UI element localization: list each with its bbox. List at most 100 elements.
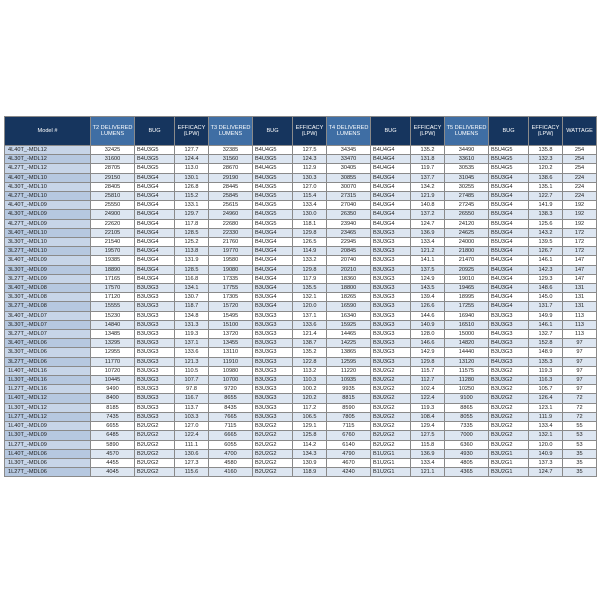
- t3-efficacy-cell: 135.2: [292, 347, 327, 358]
- table-row: 1L27T_-MDL12 7435 B3U3G3 103.3 7665 B3U3G3 106…: [4, 411, 597, 423]
- t2-efficacy-cell: 115.2: [174, 191, 209, 202]
- t4-bug-cell: B3U3G3: [370, 292, 411, 303]
- t5-lumens-cell: 27245: [444, 200, 489, 211]
- t5-bug-cell: B5U3G4: [488, 172, 529, 183]
- t3-bug-cell: B4U3G5: [252, 181, 293, 193]
- t2-efficacy-cell: 103.3: [174, 411, 209, 423]
- t4-efficacy-header: EFFICACY (LPW): [410, 116, 445, 146]
- t2-bug-cell: B4U3G4: [134, 255, 175, 266]
- t5-efficacy-cell: 142.3: [528, 264, 563, 275]
- t5-bug-cell: B3U2G2: [488, 402, 529, 413]
- table-row: 4L30T_-MDL09 24900 B4U3G4 129.7 24960 B4U3G5 1…: [4, 209, 597, 220]
- t2-bug-cell: B3U3G3: [134, 283, 175, 294]
- t4-lumens-cell: 14225: [326, 338, 371, 349]
- t2-lumens-cell: 15555: [90, 301, 135, 312]
- t2-lumens-cell: 8185: [90, 402, 135, 413]
- table-row: 4L30T_-MDL10 28405 B4U3G4 126.8 28445 B4U3G5 1…: [4, 181, 597, 193]
- wattage-cell: 97: [562, 384, 597, 395]
- t4-lumens-cell: 23465: [326, 227, 371, 239]
- t5-efficacy-cell: 138.3: [528, 209, 563, 220]
- t4-lumens-cell: 33470: [326, 154, 371, 165]
- t3-lumens-cell: 28670: [208, 163, 253, 174]
- wattage-cell: 72: [562, 411, 597, 423]
- t4-efficacy-cell: 135.2: [410, 144, 445, 156]
- t4-efficacy-cell: 127.5: [410, 430, 445, 441]
- t2-lumens-cell: 31600: [90, 154, 135, 165]
- t2-bug-cell: B2U2G2: [134, 457, 175, 469]
- model-cell: 3L27T_-MDL07: [4, 329, 91, 340]
- t5-efficacy-cell: 120.2: [528, 163, 563, 174]
- t5-lumens-cell: 9100: [444, 393, 489, 404]
- t3-bug-cell: B4U3G4: [252, 237, 293, 248]
- t2-efficacy-cell: 116.8: [174, 273, 209, 285]
- t3-lumens-cell: 22330: [208, 227, 253, 239]
- t4-efficacy-cell: 119.7: [410, 163, 445, 174]
- model-cell: 4L40T_-MDL10: [4, 172, 91, 183]
- t5-bug-cell: B5U3G4: [488, 200, 529, 211]
- t2-lumens-cell: 7435: [90, 411, 135, 423]
- table-row: 1L30T_-MDL09 6485 B2U2G2 122.4 6665 B2U2G2 125…: [4, 430, 597, 441]
- wattage-cell: 192: [562, 200, 597, 211]
- t2-lumens-cell: 22620: [90, 218, 135, 229]
- wattage-cell: 131: [562, 283, 597, 294]
- t4-bug-cell: B3U3G3: [370, 338, 411, 349]
- t5-efficacy-cell: 141.9: [528, 200, 563, 211]
- t4-efficacy-cell: 140.8: [410, 200, 445, 211]
- t2-bug-cell: B4U3G5: [134, 144, 175, 156]
- table-row: 4L40T_-MDL09 25550 B4U3G4 133.1 25615 B4U3G5 1…: [4, 200, 597, 211]
- t2-bug-cell: B3U3G3: [134, 310, 175, 321]
- t3-efficacy-cell: 113.2: [292, 365, 327, 377]
- t2-bug-cell: B4U3G4: [134, 200, 175, 211]
- t4-lumens-cell: 20210: [326, 264, 371, 275]
- t2-efficacy-cell: 130.7: [174, 292, 209, 303]
- t3-bug-cell: B3U3G3: [252, 365, 293, 377]
- table-row: 3L27T_-MDL07 13485 B3U3G3 119.3 13720 B3U3G3 1…: [4, 329, 597, 340]
- t2-lumens-cell: 5890: [90, 439, 135, 450]
- t2-bug-header: BUG: [134, 116, 175, 146]
- t3-efficacy-cell: 126.5: [292, 237, 327, 248]
- t5-bug-cell: B3U2G2: [488, 393, 529, 404]
- t5-lumens-cell: 7335: [444, 421, 489, 432]
- t4-lumens-cell: 18800: [326, 283, 371, 294]
- t3-lumens-header: T3 DELIVERED LUMENS: [208, 116, 253, 146]
- t2-efficacy-cell: 127.7: [174, 144, 209, 156]
- t3-lumens-cell: 19580: [208, 255, 253, 266]
- t2-lumens-cell: 25810: [90, 191, 135, 202]
- t5-bug-cell: B5U3G4: [488, 227, 529, 239]
- t3-lumens-cell: 17755: [208, 283, 253, 294]
- t2-efficacy-cell: 129.7: [174, 209, 209, 220]
- model-cell: 4L40T_-MDL12: [4, 144, 91, 156]
- t5-bug-cell: B4U3G3: [488, 356, 529, 367]
- t3-efficacy-cell: 134.3: [292, 448, 327, 459]
- table-row: 3L30T_-MDL09 18890 B4U3G4 128.5 19080 B4U3G4 1…: [4, 264, 597, 275]
- t2-bug-cell: B4U3G4: [134, 246, 175, 257]
- model-cell: 1L27T_-MDL12: [4, 411, 91, 423]
- t4-bug-cell: B3U3G3: [370, 319, 411, 331]
- t4-efficacy-cell: 115.8: [410, 439, 445, 450]
- t2-efficacy-cell: 117.8: [174, 218, 209, 229]
- t5-bug-cell: B3U2G2: [488, 430, 529, 441]
- wattage-cell: 254: [562, 144, 597, 156]
- t2-efficacy-cell: 97.8: [174, 384, 209, 395]
- t3-lumens-cell: 28445: [208, 181, 253, 193]
- t3-efficacy-cell: 110.3: [292, 375, 327, 386]
- t2-bug-cell: B3U3G3: [134, 338, 175, 349]
- t3-efficacy-cell: 129.1: [292, 421, 327, 432]
- t4-efficacy-cell: 144.6: [410, 310, 445, 321]
- t4-efficacy-cell: 136.9: [410, 227, 445, 239]
- model-cell: 1L30T_-MDL16: [4, 375, 91, 386]
- wattage-cell: 172: [562, 227, 597, 239]
- t3-bug-cell: B4U3G5: [252, 154, 293, 165]
- t5-lumens-cell: 24120: [444, 218, 489, 229]
- t5-bug-cell: B3U3G3: [488, 319, 529, 331]
- t5-lumens-cell: 24000: [444, 237, 489, 248]
- t2-bug-cell: B3U3G3: [134, 319, 175, 331]
- table-row: 1L27T_-MDL06 4045 B2U2G2 115.6 4160 B2U2G2 118…: [4, 467, 597, 478]
- t5-lumens-cell: 21470: [444, 255, 489, 266]
- t5-bug-cell: B3U2G1: [488, 448, 529, 459]
- t5-lumens-cell: 16510: [444, 319, 489, 331]
- t4-lumens-cell: 16590: [326, 301, 371, 312]
- t5-bug-cell: B3U3G3: [488, 310, 529, 321]
- t4-efficacy-cell: 134.2: [410, 181, 445, 193]
- t5-bug-cell: B5U3G4: [488, 181, 529, 193]
